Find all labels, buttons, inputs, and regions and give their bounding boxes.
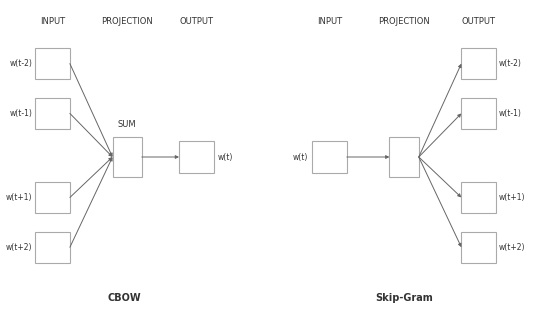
Bar — [179, 141, 214, 173]
Text: w(t-2): w(t-2) — [499, 59, 522, 68]
Bar — [390, 137, 419, 177]
Text: INPUT: INPUT — [317, 17, 342, 26]
Text: CBOW: CBOW — [108, 293, 141, 303]
Bar — [113, 137, 142, 177]
Bar — [461, 182, 496, 213]
Text: w(t-1): w(t-1) — [499, 109, 522, 118]
Text: PROJECTION: PROJECTION — [101, 17, 153, 26]
Text: w(t+1): w(t+1) — [499, 193, 525, 202]
Text: w(t+2): w(t+2) — [499, 243, 525, 252]
Bar — [461, 232, 496, 263]
Text: SUM: SUM — [118, 120, 137, 129]
Text: w(t+1): w(t+1) — [6, 193, 33, 202]
Bar — [312, 141, 347, 173]
Bar — [35, 98, 70, 129]
Text: w(t-2): w(t-2) — [10, 59, 33, 68]
Bar — [35, 182, 70, 213]
Text: w(t): w(t) — [218, 153, 233, 161]
Text: w(t): w(t) — [293, 153, 308, 161]
Text: OUTPUT: OUTPUT — [462, 17, 496, 26]
Text: w(t-1): w(t-1) — [10, 109, 33, 118]
Bar — [461, 98, 496, 129]
Bar — [461, 48, 496, 79]
Text: OUTPUT: OUTPUT — [180, 17, 213, 26]
Text: Skip-Gram: Skip-Gram — [375, 293, 433, 303]
Text: w(t+2): w(t+2) — [6, 243, 33, 252]
Text: PROJECTION: PROJECTION — [378, 17, 430, 26]
Bar — [35, 232, 70, 263]
Text: INPUT: INPUT — [40, 17, 65, 26]
Bar — [35, 48, 70, 79]
